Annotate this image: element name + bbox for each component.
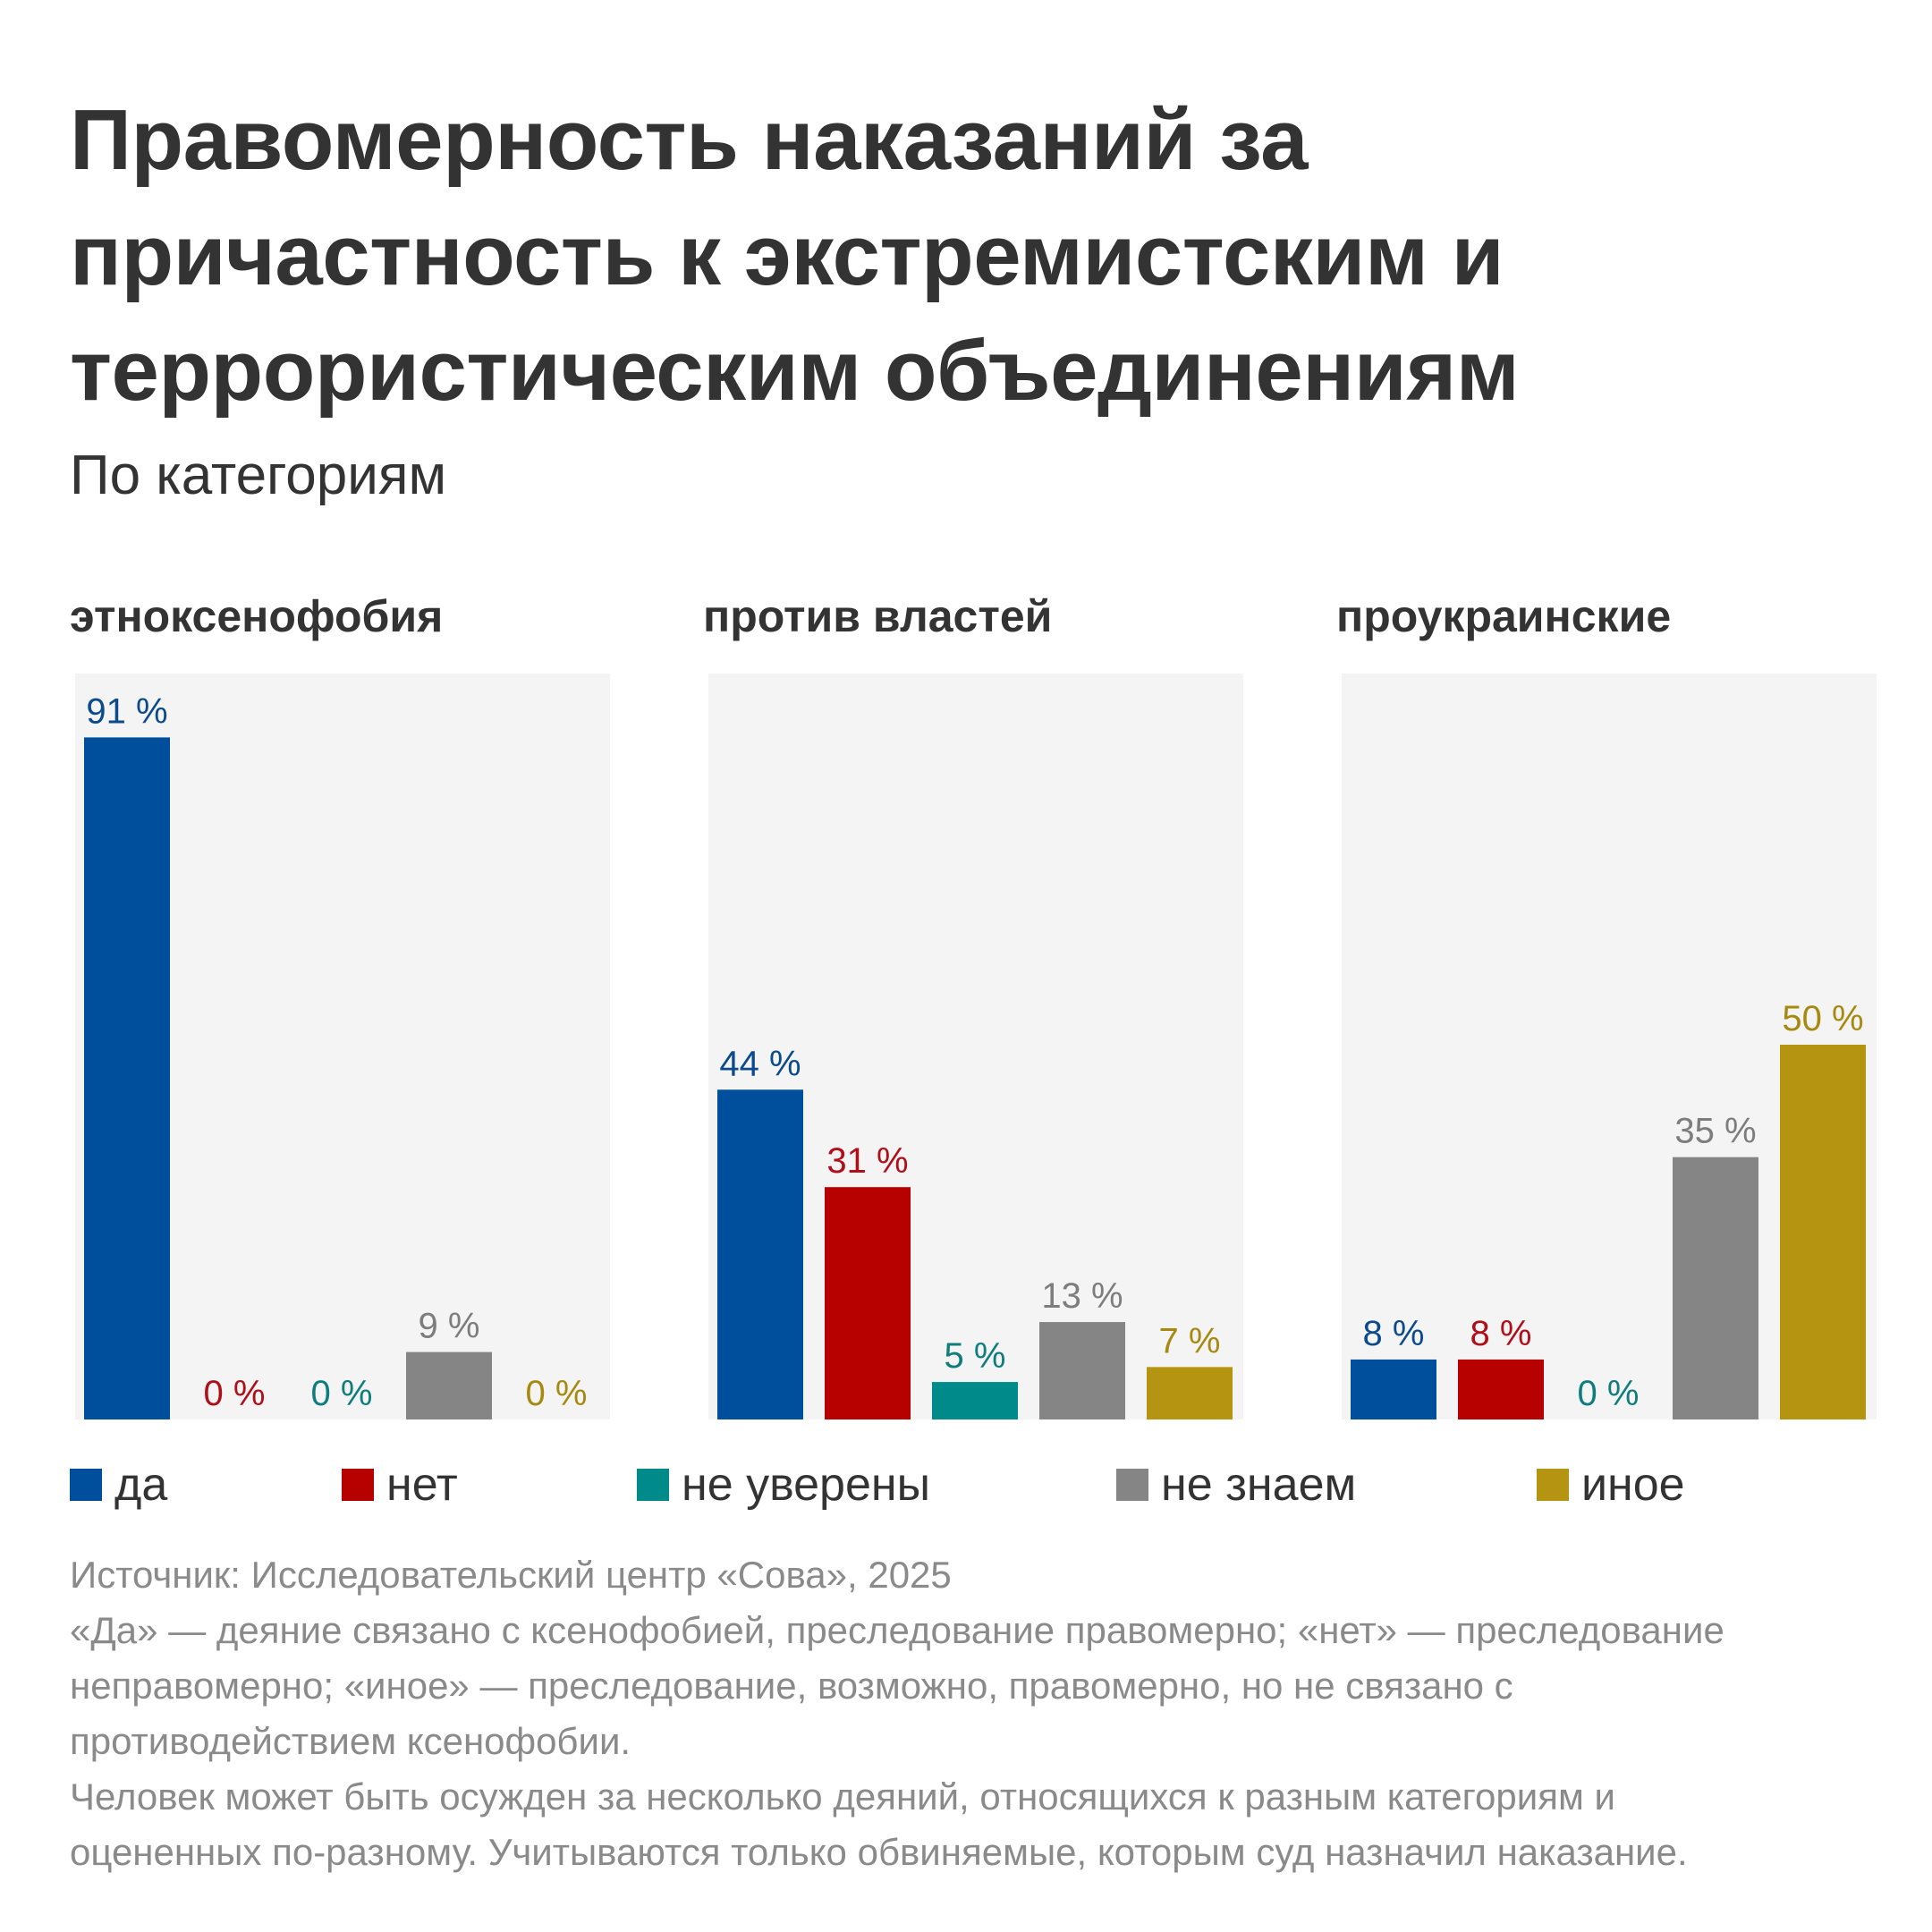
bar-anti-government-yes [717, 1089, 803, 1419]
legend-label-yes: да [114, 1459, 168, 1511]
data-label-pro-ukrainian-yes: 8 % [1363, 1314, 1425, 1353]
legend-swatch-no [342, 1469, 374, 1501]
bar-anti-government-unknown [1039, 1322, 1125, 1419]
bar-ethnoxenophobia-yes [84, 737, 170, 1419]
legend-swatch-unknown [1116, 1469, 1148, 1501]
data-label-ethnoxenophobia-yes: 91 % [86, 691, 167, 731]
chart-svg-ethnoxenophobia: 91 % 0 % 0 % 9 % 0 % [75, 674, 610, 1419]
data-label-anti-government-yes: 44 % [719, 1044, 801, 1083]
legend-item-yes: да [70, 1458, 167, 1512]
data-label-ethnoxenophobia-not-sure: 0 % [311, 1374, 373, 1413]
legend-swatch-other [1537, 1469, 1569, 1501]
data-label-anti-government-not-sure: 5 % [945, 1336, 1006, 1376]
chart-title-line-1: Правомерность наказаний за [70, 92, 1309, 188]
chart-subtitle: По категориям [70, 445, 447, 506]
legend-swatch-yes [70, 1469, 102, 1501]
chart-title-line-2: причастность к экстремистским и [70, 208, 1504, 303]
legend-item-not-sure: не уверены [637, 1458, 930, 1512]
note-line-4: Человек может быть осужден за несколько … [70, 1775, 1615, 1818]
data-label-ethnoxenophobia-other: 0 % [526, 1374, 588, 1413]
data-label-anti-government-other: 7 % [1159, 1321, 1221, 1360]
bar-anti-government-no [825, 1187, 911, 1419]
chart-title-line-3: террористическим объединениям [70, 323, 1520, 419]
data-label-anti-government-no: 31 % [826, 1141, 908, 1181]
chart-panel-ethnoxenophobia: 91 % 0 % 0 % 9 % 0 % [75, 674, 610, 1419]
data-label-ethnoxenophobia-no: 0 % [204, 1374, 266, 1413]
note-line-3: противодействием ксенофобии. [70, 1720, 631, 1762]
chart-svg-anti-government: 44 % 31 % 5 % 13 % 7 % [708, 674, 1243, 1419]
source-note: Источник: Исследовательский центр «Сова»… [70, 1554, 952, 1596]
data-label-ethnoxenophobia-unknown: 9 % [419, 1307, 480, 1346]
bar-pro-ukrainian-no [1458, 1359, 1544, 1419]
legend-item-other: иное [1537, 1458, 1685, 1512]
data-label-pro-ukrainian-unknown: 35 % [1674, 1112, 1756, 1151]
panel-title-anti-government: против властей [703, 591, 1053, 641]
bar-ethnoxenophobia-unknown [406, 1352, 492, 1419]
bar-anti-government-other [1147, 1367, 1233, 1419]
bar-pro-ukrainian-yes [1351, 1359, 1436, 1419]
chart-notes: Источник: Исследовательский центр «Сова»… [70, 1547, 1894, 1880]
chart-panel-pro-ukrainian: 8 % 8 % 0 % 35 % 50 % [1342, 674, 1877, 1419]
bar-anti-government-not-sure [932, 1382, 1018, 1419]
legend-item-no: нет [342, 1458, 458, 1512]
legend-label-unknown: не знаем [1161, 1459, 1357, 1511]
data-label-anti-government-unknown: 13 % [1041, 1276, 1123, 1316]
legend-label-other: иное [1581, 1459, 1685, 1511]
chart-panel-anti-government: 44 % 31 % 5 % 13 % 7 % [708, 674, 1243, 1419]
panel-title-ethnoxenophobia: этноксенофобия [70, 591, 444, 641]
chart-title: Правомерность наказаний за причастность … [70, 82, 1859, 428]
note-line-5: оцененных по-разному. Учитываются только… [70, 1831, 1688, 1873]
note-line-2: неправомерно; «иное» — преследование, во… [70, 1665, 1513, 1707]
legend-label-no: нет [386, 1459, 458, 1511]
data-label-pro-ukrainian-other: 50 % [1782, 999, 1863, 1038]
legend-label-not-sure: не уверены [682, 1459, 930, 1511]
legend-item-unknown: не знаем [1116, 1458, 1356, 1512]
data-label-pro-ukrainian-no: 8 % [1470, 1314, 1532, 1353]
bar-pro-ukrainian-unknown [1673, 1157, 1758, 1419]
bar-pro-ukrainian-other [1780, 1045, 1866, 1419]
legend-swatch-not-sure [637, 1469, 669, 1501]
note-line-1: «Да» — деяние связано с ксенофобией, пре… [70, 1609, 1724, 1651]
chart-legend: да нет не уверены не знаем иное [0, 1458, 1932, 1521]
data-label-pro-ukrainian-not-sure: 0 % [1578, 1374, 1640, 1413]
panel-title-pro-ukrainian: проукраинские [1336, 591, 1672, 641]
chart-svg-pro-ukrainian: 8 % 8 % 0 % 35 % 50 % [1342, 674, 1877, 1419]
